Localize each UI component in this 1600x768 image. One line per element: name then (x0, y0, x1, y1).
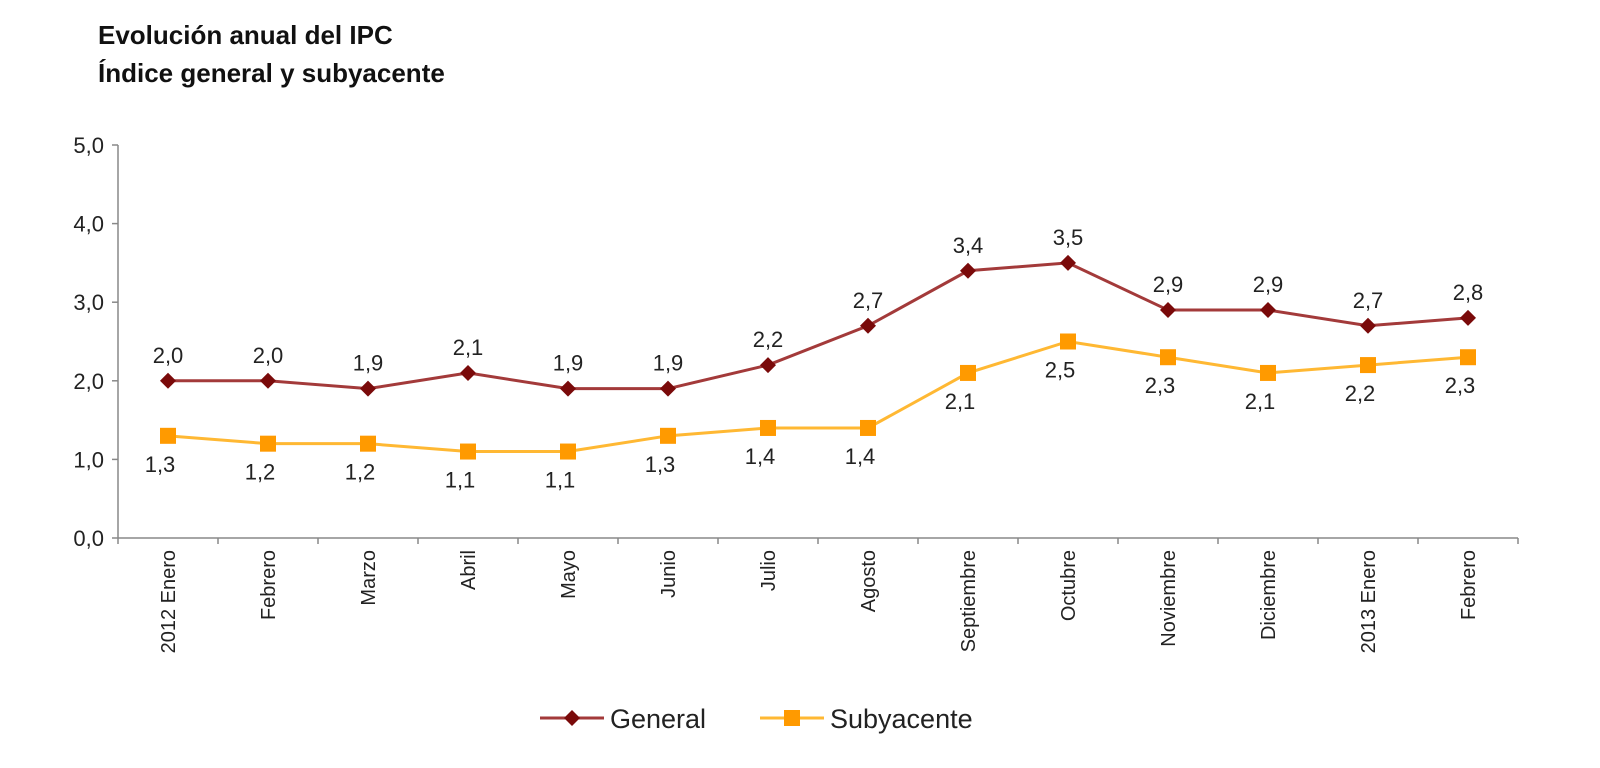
y-tick-label: 4,0 (73, 212, 104, 237)
data-label-subyacente: 1,2 (345, 460, 376, 485)
data-point-subyacente (1360, 357, 1376, 374)
data-point-subyacente (1060, 333, 1076, 350)
data-point-subyacente (260, 435, 276, 452)
data-label-subyacente: 2,2 (1345, 381, 1376, 406)
data-label-subyacente: 1,3 (145, 452, 176, 477)
data-label-general: 2,1 (453, 335, 484, 360)
data-label-general: 2,9 (1153, 272, 1184, 297)
data-point-subyacente (660, 427, 676, 444)
data-label-general: 3,5 (1053, 225, 1084, 250)
data-point-general (160, 372, 176, 389)
data-label-subyacente: 1,4 (745, 444, 776, 469)
data-point-subyacente (560, 443, 576, 460)
x-tick-label: Mayo (558, 550, 580, 599)
x-tick-label: Agosto (858, 550, 880, 612)
data-label-subyacente: 1,1 (545, 468, 576, 493)
y-tick-label: 1,0 (73, 447, 104, 472)
data-label-subyacente: 2,1 (1245, 389, 1276, 414)
data-label-subyacente: 1,4 (845, 444, 876, 469)
chart-title: Evolución anual del IPC (98, 20, 393, 50)
data-point-general (660, 380, 676, 397)
data-label-subyacente: 2,1 (945, 389, 976, 414)
data-point-subyacente (160, 427, 176, 444)
y-tick-label: 5,0 (73, 133, 104, 158)
chart-subtitle: Índice general y subyacente (98, 58, 445, 88)
data-point-general (860, 317, 876, 334)
y-tick-label: 2,0 (73, 369, 104, 394)
data-point-general (260, 372, 276, 389)
data-label-general: 2,8 (1453, 280, 1484, 305)
x-tick-label: Marzo (358, 550, 380, 606)
x-tick-label: Febrero (258, 550, 280, 620)
y-tick-label: 3,0 (73, 290, 104, 315)
data-point-subyacente (1160, 349, 1176, 366)
y-tick-label: 0,0 (73, 526, 104, 551)
data-point-general (1260, 302, 1276, 319)
x-tick-label: Abril (458, 550, 480, 590)
data-point-subyacente (760, 419, 776, 436)
legend-label-general: General (610, 704, 706, 734)
x-tick-label: 2013 Enero (1358, 550, 1380, 653)
data-point-subyacente (360, 435, 376, 452)
data-label-subyacente: 2,3 (1145, 373, 1176, 398)
series-line-subyacente (167, 339, 1469, 454)
x-tick-label: Junio (658, 550, 680, 598)
data-point-general (360, 380, 376, 397)
data-label-subyacente: 2,5 (1045, 358, 1076, 383)
data-point-subyacente (1460, 349, 1476, 366)
series-line-general (168, 261, 1469, 391)
x-tick-label: 2012 Enero (158, 550, 180, 653)
data-label-general: 1,9 (653, 351, 684, 376)
data-point-subyacente (1260, 364, 1276, 381)
legend-marker-subyacente (784, 710, 800, 726)
data-label-general: 2,0 (153, 343, 184, 368)
data-point-subyacente (960, 364, 976, 381)
data-point-general (1460, 309, 1476, 326)
x-tick-label: Diciembre (1258, 550, 1280, 640)
data-label-general: 2,9 (1253, 272, 1284, 297)
data-label-subyacente: 2,3 (1445, 373, 1476, 398)
legend-label-subyacente: Subyacente (830, 704, 973, 734)
data-point-general (460, 364, 476, 381)
data-label-general: 2,0 (253, 343, 284, 368)
data-label-general: 2,2 (753, 327, 784, 352)
data-point-general (1060, 254, 1076, 271)
data-label-subyacente: 1,1 (445, 468, 476, 493)
data-point-subyacente (860, 419, 876, 436)
data-label-general: 1,9 (553, 351, 584, 376)
data-point-subyacente (460, 443, 476, 460)
x-tick-label: Octubre (1058, 550, 1080, 621)
data-point-general (1360, 317, 1376, 334)
data-label-general: 3,4 (953, 233, 984, 258)
legend-marker-general (564, 710, 580, 726)
x-tick-label: Febrero (1458, 550, 1480, 620)
data-point-general (1160, 302, 1176, 319)
x-tick-label: Noviembre (1158, 550, 1180, 647)
data-point-general (560, 380, 576, 397)
x-tick-label: Julio (758, 550, 780, 591)
x-tick-label: Septiembre (958, 550, 980, 652)
data-label-subyacente: 1,3 (645, 452, 676, 477)
data-point-general (760, 357, 776, 374)
data-label-general: 2,7 (1353, 288, 1384, 313)
data-point-general (960, 262, 976, 279)
data-label-general: 2,7 (853, 288, 884, 313)
data-label-subyacente: 1,2 (245, 460, 276, 485)
data-label-general: 1,9 (353, 351, 384, 376)
